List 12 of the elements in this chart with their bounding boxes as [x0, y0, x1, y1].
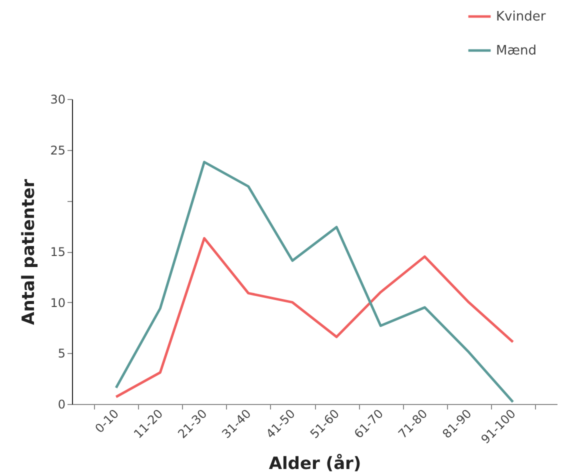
- y-tick-label: 5: [58, 346, 66, 361]
- y-tick-label: 15: [50, 245, 66, 259]
- y-tick-label: 30: [50, 92, 66, 106]
- x-axis-title: Alder (år): [268, 452, 362, 474]
- line-series: [114, 160, 514, 404]
- legend-label: Mænd: [496, 44, 536, 58]
- y-tick-label: 25: [50, 143, 66, 158]
- legend-label: Kvinder: [496, 10, 546, 24]
- y-axis-title: Antal patienter: [19, 178, 40, 325]
- y-tick-label: 0: [58, 398, 66, 412]
- line-series: [114, 237, 514, 398]
- y-tick-label: 10: [50, 296, 66, 310]
